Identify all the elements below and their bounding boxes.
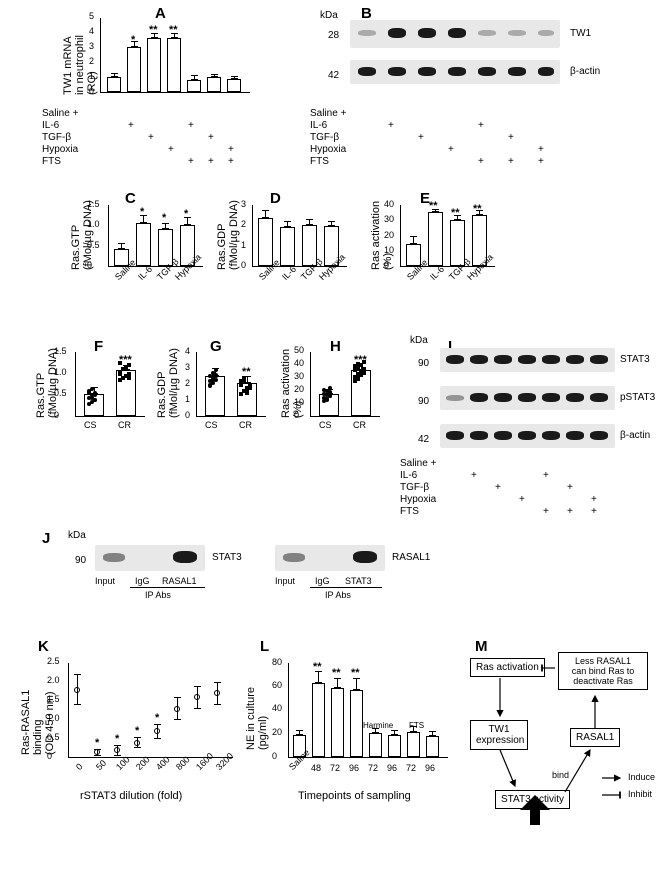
kda-42: 42 bbox=[328, 70, 339, 81]
kda-i: kDa bbox=[410, 335, 428, 346]
treat-a-hypoxia: Hypoxia bbox=[42, 144, 78, 155]
kda-28: 28 bbox=[328, 30, 339, 41]
chart-d-ylabel: Ras.GDP(fMol/µg DNA) bbox=[216, 200, 240, 270]
treat-b-saline: Saline + bbox=[310, 108, 346, 119]
chart-c: 0 0.5 1.0 1.5 * * * Saline IL-6 TGF-β Hy… bbox=[108, 205, 203, 267]
treat-b-fts: FTS bbox=[310, 156, 329, 167]
kda-j: kDa bbox=[68, 530, 86, 541]
chart-k-xlabel: rSTAT3 dilution (fold) bbox=[80, 790, 182, 802]
label-pstat3: pSTAT3 bbox=[620, 392, 655, 403]
blot-label-tw1: TW1 bbox=[570, 28, 591, 39]
chart-f-ylabel: Ras.GTP(fMol/µg DNA) bbox=[35, 348, 59, 418]
legend-induce: Induce bbox=[628, 772, 655, 782]
blot-j1 bbox=[95, 545, 205, 571]
diagram-arrows bbox=[460, 650, 660, 850]
treat-a-saline: Saline + bbox=[42, 108, 78, 119]
treat-a-fts: FTS bbox=[42, 156, 61, 167]
chart-d: 0 1 2 3 Saline IL-6 TGF-β Hypoxia bbox=[252, 205, 347, 267]
chart-h: 0 10 20 30 40 50 *** CS CR bbox=[310, 352, 380, 417]
blot-actin-i bbox=[440, 424, 615, 448]
blot-pstat3 bbox=[440, 386, 615, 410]
panel-label-k: K bbox=[38, 638, 49, 655]
label-stat3: STAT3 bbox=[620, 354, 650, 365]
kda-90-i2: 90 bbox=[418, 396, 429, 407]
blot-stat3 bbox=[440, 348, 615, 372]
blot-j2 bbox=[275, 545, 385, 571]
kda-90-j: 90 bbox=[75, 555, 86, 566]
chart-a: 0 1 2 3 4 5 * ** ** bbox=[100, 18, 250, 93]
blot-label-actin: β-actin bbox=[570, 66, 600, 77]
blot-tw1 bbox=[350, 20, 560, 48]
blot-actin bbox=[350, 60, 560, 84]
treat-b-tgfb: TGF-β bbox=[310, 132, 339, 143]
kda-90-i1: 90 bbox=[418, 358, 429, 369]
panel-label-j: J bbox=[42, 530, 50, 547]
chart-l: 0 20 40 60 80 ** ** ** Harmine FTS Salin… bbox=[288, 663, 448, 758]
panel-label-l: L bbox=[260, 638, 269, 655]
treat-b-il6: IL-6 bbox=[310, 120, 327, 131]
chart-l-xlabel: Timepoints of sampling bbox=[298, 790, 411, 802]
label-actin-i: β-actin bbox=[620, 430, 650, 441]
treat-b-hypoxia: Hypoxia bbox=[310, 144, 346, 155]
kda-label: kDa bbox=[320, 10, 338, 21]
chart-e: 0 10 20 30 40 ** ** ** Saline IL-6 TGF-β… bbox=[400, 205, 495, 267]
chart-f: 0 0.5 1.0 1.5 *** CS CR bbox=[75, 352, 145, 417]
chart-l-ylabel: NE in culture(pg/ml) bbox=[245, 665, 269, 750]
legend-inhibit: Inhibit bbox=[628, 789, 652, 799]
j2-label: RASAL1 bbox=[392, 552, 430, 563]
chart-k: 0 0.5 1.0 1.5 2.0 2.5 0*50*100*200*40080… bbox=[68, 663, 233, 758]
chart-g: 0 1 2 3 4 ** CS CR bbox=[196, 352, 266, 417]
treat-a-tgfb: TGF-β bbox=[42, 132, 71, 143]
treat-a-il6: IL-6 bbox=[42, 120, 59, 131]
j1-label: STAT3 bbox=[212, 552, 242, 563]
chart-g-ylabel: Ras.GDP(fMol/µg DNA) bbox=[156, 348, 180, 418]
kda-42-i: 42 bbox=[418, 434, 429, 445]
